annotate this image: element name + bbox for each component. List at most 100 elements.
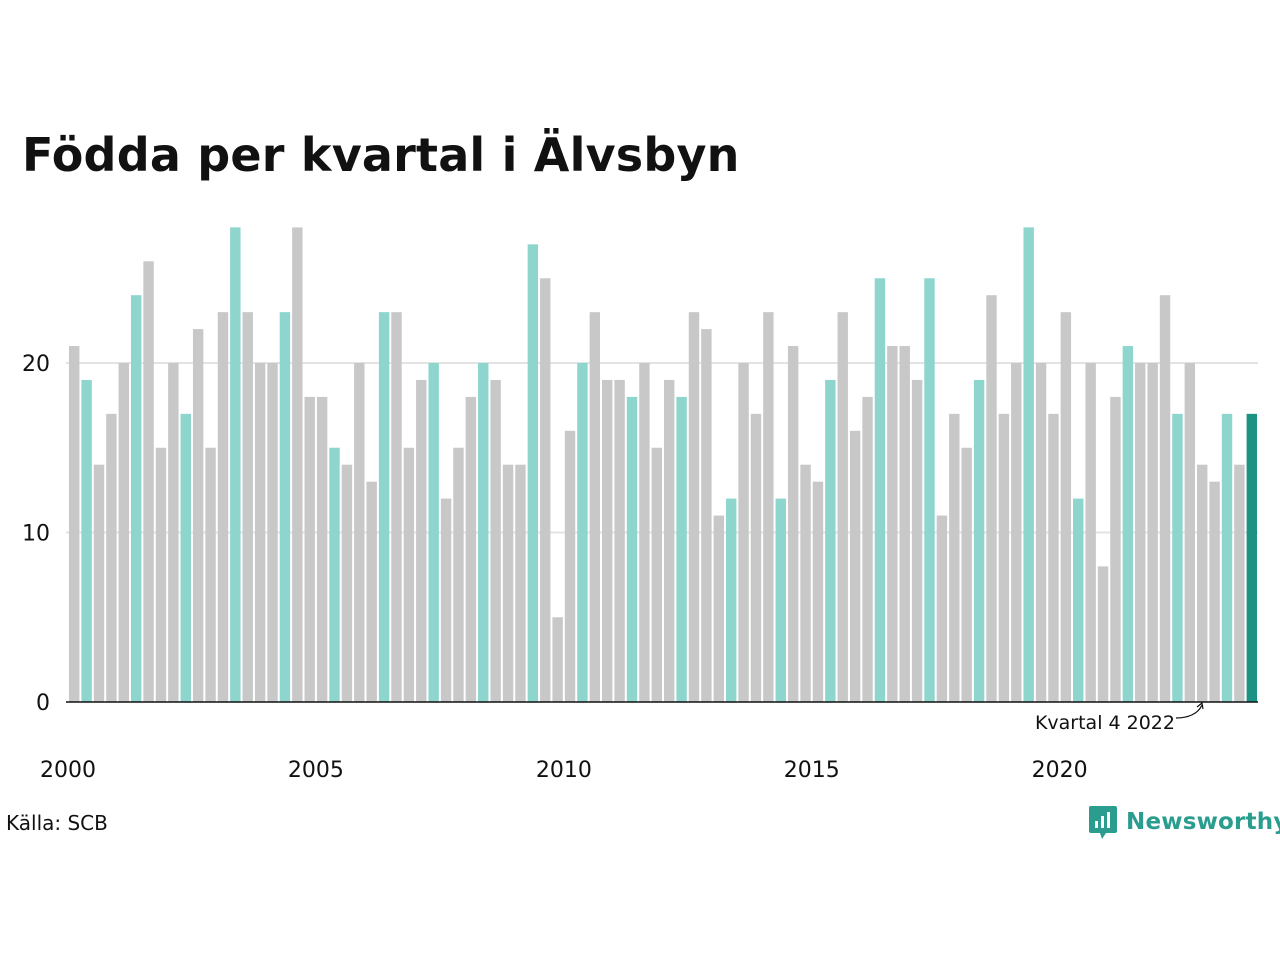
bar [1110,396,1121,702]
bar [614,379,625,702]
bar [787,346,799,702]
bar [106,413,117,702]
x-tick-label: 2015 [784,758,840,783]
bar [242,312,253,702]
bar [478,363,489,702]
bar [93,464,105,702]
bar [924,278,935,702]
bar [1097,566,1109,702]
bar [837,312,848,702]
bar [750,413,762,702]
brand-name: Newsworthy [1126,809,1280,835]
bar [527,244,539,702]
bar [887,346,898,702]
bar [973,379,985,702]
y-tick-label: 10 [22,522,50,547]
bar [1011,363,1022,702]
chart-title: Födda per kvartal i Älvsbyn [22,128,740,182]
bar [192,329,204,702]
bar [155,447,167,702]
bar [428,363,439,702]
bar [267,363,278,702]
bar [366,481,377,702]
bar [316,396,328,702]
bar [341,464,353,702]
brand-logo: Newsworthy [1088,804,1280,840]
bar [515,464,526,702]
bar [416,379,427,702]
bar [118,363,129,702]
bar [577,363,588,702]
y-tick-label: 20 [22,352,50,377]
bar [354,363,365,702]
bar [949,413,960,702]
bar [663,379,675,702]
bar [1023,227,1034,702]
bar [738,363,749,702]
bar [800,464,811,702]
bar [453,447,464,702]
bar [688,312,700,702]
bar [775,498,786,702]
bar [279,312,291,702]
bar [763,312,774,702]
bar [1209,481,1220,702]
source-label: Källa: SCB [6,811,108,835]
bar [936,515,948,702]
x-tick-labels: 2000 2005 2010 2015 2020 [40,758,1088,783]
bar [130,295,142,702]
bar [1073,498,1084,702]
bar [304,396,315,702]
newsworthy-icon [1089,806,1117,839]
bar [676,396,687,702]
y-tick-label: 0 [36,691,50,716]
bar [403,447,415,702]
bar [849,430,861,702]
bar [502,464,514,702]
bar [81,379,92,702]
bar [1135,363,1146,702]
bar [1184,363,1196,702]
x-tick-label: 2000 [40,758,96,783]
bar [490,379,501,702]
y-tick-labels: 0 10 20 [22,352,50,716]
bar [812,481,824,702]
bar [1035,363,1047,702]
bar [292,227,303,702]
bar [391,312,402,702]
bar [1085,363,1096,702]
annotation-label: Kvartal 4 2022 [1035,712,1175,734]
bar [564,430,576,702]
bar [874,278,886,702]
bar [862,396,873,702]
bar [440,498,452,702]
bar [986,295,997,702]
bar [1159,295,1171,702]
bar [180,413,191,702]
x-tick-label: 2005 [288,758,344,783]
annotation-arrowhead [1196,701,1204,710]
bar [1246,413,1258,702]
bar [911,379,923,702]
bar [602,379,613,702]
bar [168,363,179,702]
bar [713,515,724,702]
bar [899,346,910,702]
bar [651,447,663,702]
bar [1147,363,1158,702]
bar [230,227,241,702]
bar [68,346,80,702]
bar [143,261,154,702]
bar [1172,413,1183,702]
x-tick-label: 2010 [536,758,592,783]
bar [725,498,737,702]
annotation-arrow [1175,704,1203,719]
bar [378,312,390,702]
bar [217,312,229,702]
bar [1060,312,1072,702]
bar [961,447,972,702]
x-tick-label: 2020 [1032,758,1088,783]
annotation: Kvartal 4 2022 [1035,701,1204,734]
bar [1197,464,1208,702]
